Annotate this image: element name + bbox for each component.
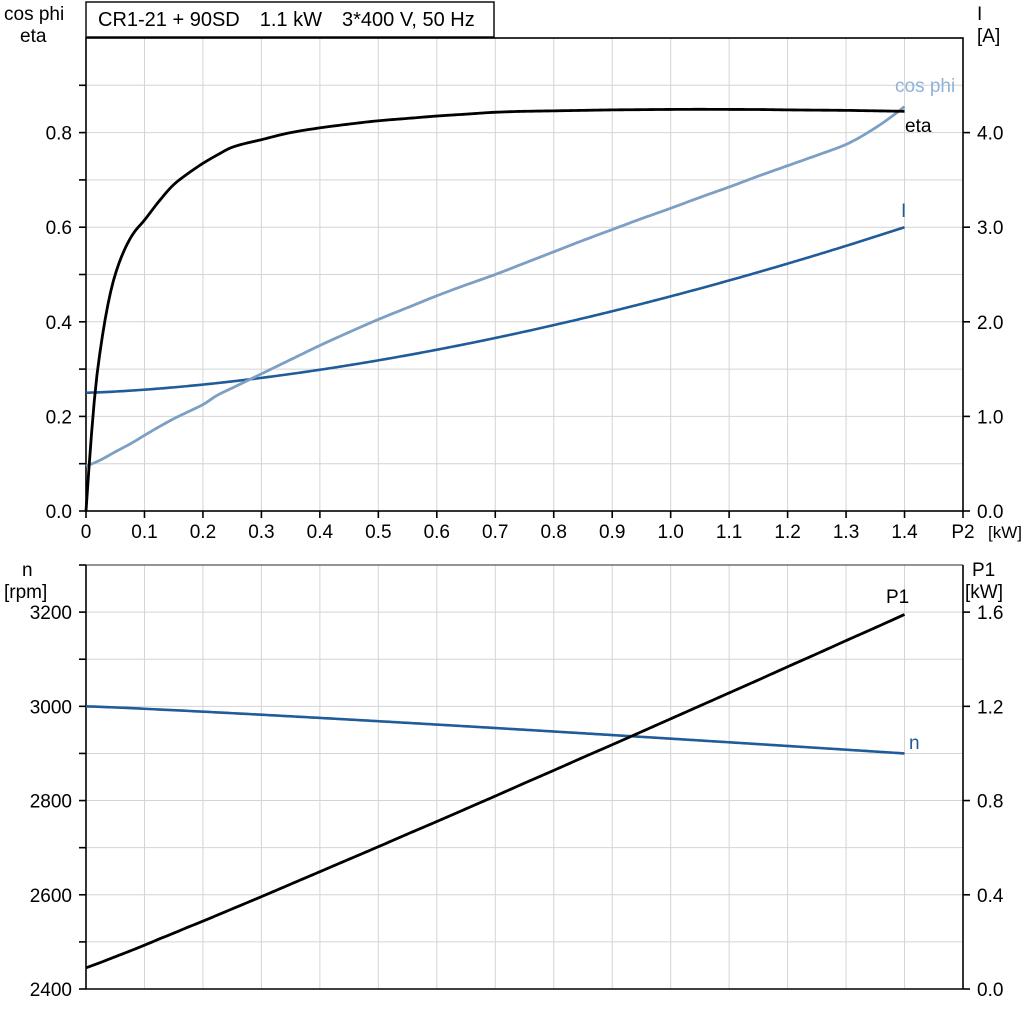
- svg-text:2.0: 2.0: [977, 313, 1003, 334]
- svg-text:1.0: 1.0: [657, 522, 683, 543]
- svg-text:0.4: 0.4: [977, 886, 1004, 907]
- svg-text:[kW]: [kW]: [965, 582, 1003, 603]
- svg-text:0.4: 0.4: [46, 313, 73, 334]
- svg-text:1.4: 1.4: [891, 522, 918, 543]
- svg-text:cos phi: cos phi: [895, 76, 955, 97]
- svg-text:eta: eta: [20, 26, 47, 47]
- svg-text:0.3: 0.3: [248, 522, 274, 543]
- svg-text:0.8: 0.8: [977, 792, 1003, 813]
- svg-text:P1: P1: [972, 560, 995, 581]
- svg-text:n: n: [22, 560, 33, 581]
- svg-text:2600: 2600: [30, 886, 72, 907]
- svg-text:1.1: 1.1: [716, 522, 742, 543]
- svg-text:cos phi: cos phi: [4, 4, 64, 25]
- svg-text:1.2: 1.2: [774, 522, 800, 543]
- svg-text:I: I: [901, 201, 906, 222]
- svg-text:1.2: 1.2: [977, 697, 1003, 718]
- svg-text:[kW]: [kW]: [988, 523, 1022, 542]
- svg-text:[A]: [A]: [977, 26, 1000, 47]
- svg-text:2800: 2800: [30, 792, 72, 813]
- svg-text:2400: 2400: [30, 980, 72, 1001]
- svg-text:0.8: 0.8: [541, 522, 567, 543]
- svg-text:[rpm]: [rpm]: [4, 582, 47, 603]
- svg-text:3000: 3000: [30, 697, 72, 718]
- svg-text:3.0: 3.0: [977, 218, 1003, 239]
- svg-text:0.1: 0.1: [131, 522, 157, 543]
- svg-text:0.7: 0.7: [482, 522, 508, 543]
- svg-text:1.0: 1.0: [977, 407, 1003, 428]
- svg-text:0.6: 0.6: [46, 218, 72, 239]
- svg-text:eta: eta: [905, 116, 932, 137]
- svg-text:0.0: 0.0: [46, 502, 72, 523]
- svg-text:n: n: [909, 733, 920, 754]
- svg-text:P2: P2: [951, 522, 974, 543]
- svg-text:0.6: 0.6: [424, 522, 450, 543]
- svg-text:0.2: 0.2: [46, 407, 72, 428]
- svg-text:0: 0: [81, 522, 92, 543]
- svg-text:I: I: [977, 4, 982, 25]
- svg-text:0.8: 0.8: [46, 124, 72, 145]
- svg-text:1.3: 1.3: [833, 522, 859, 543]
- svg-text:0.4: 0.4: [307, 522, 334, 543]
- svg-text:0.5: 0.5: [365, 522, 391, 543]
- svg-text:4.0: 4.0: [977, 124, 1003, 145]
- svg-text:P1: P1: [886, 587, 909, 608]
- svg-text:0.0: 0.0: [977, 502, 1003, 523]
- svg-text:0.2: 0.2: [190, 522, 216, 543]
- svg-text:1.6: 1.6: [977, 603, 1003, 624]
- svg-text:0.9: 0.9: [599, 522, 625, 543]
- svg-text:3200: 3200: [30, 603, 72, 624]
- svg-text:0.0: 0.0: [977, 980, 1003, 1001]
